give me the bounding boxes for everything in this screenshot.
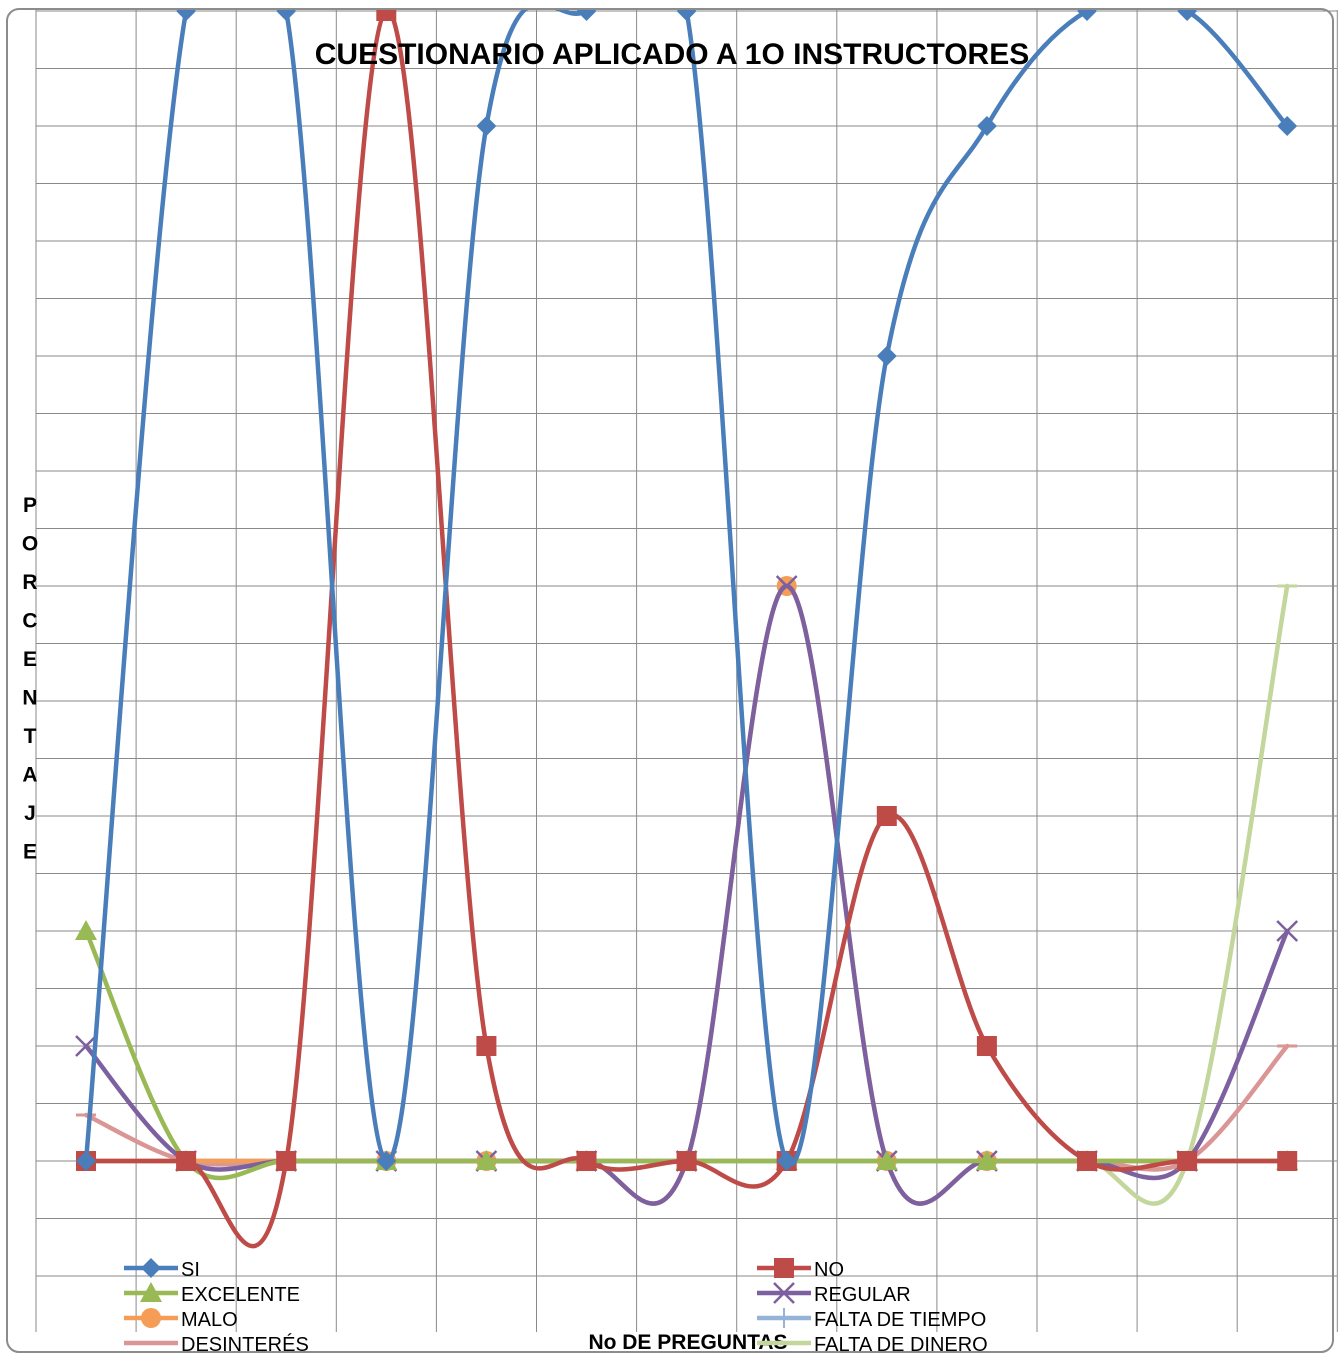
gridlines (35, 10, 1338, 1332)
y-axis-label-letter: O (22, 533, 38, 556)
legend-marker (774, 1258, 794, 1278)
data-point (676, 10, 697, 21)
legend-label: DESINTERÉS (181, 1333, 309, 1356)
y-axis-label-letter: A (22, 764, 37, 787)
legend-label: REGULAR (814, 1284, 911, 1306)
legend-item: SI (124, 1258, 200, 1281)
data-point (476, 1036, 497, 1056)
legend-label: FALTA DE DINERO (814, 1334, 988, 1356)
y-axis-label-letter: E (23, 841, 37, 864)
y-axis-label-letter: T (24, 725, 37, 748)
data-point (976, 116, 997, 136)
y-axis-label-letter: E (23, 648, 37, 671)
legend: SI NO EXCELENTE REGULAR MALO FALTA DE TIEMPO D… (124, 1258, 988, 1356)
legend-marker (141, 1308, 161, 1328)
data-point (176, 10, 197, 21)
legend-marker (774, 1308, 794, 1328)
data-point (1177, 1151, 1198, 1171)
data-point (775, 575, 798, 597)
legend-item: EXCELENTE (124, 1282, 300, 1306)
legend-item: REGULAR (757, 1282, 911, 1306)
data-point (576, 1151, 597, 1171)
legend-label: MALO (181, 1309, 238, 1331)
legend-item: DESINTERÉS (124, 1333, 309, 1356)
legend-label: NO (814, 1259, 844, 1281)
series-group (75, 10, 1299, 1249)
data-point (475, 1150, 498, 1170)
legend-item: FALTA DE DINERO (757, 1334, 988, 1356)
y-axis-label-letter: N (22, 687, 37, 710)
data-point (975, 1150, 998, 1170)
data-point (776, 1151, 797, 1171)
data-point (976, 1036, 997, 1056)
legend-item: MALO (124, 1308, 238, 1331)
data-point (276, 1151, 297, 1171)
data-point (476, 116, 497, 136)
data-point (1177, 10, 1198, 21)
data-point (1077, 10, 1097, 21)
data-point (176, 1151, 197, 1171)
legend-marker (140, 1282, 162, 1302)
x-axis-label: No DE PREGUNTAS (588, 1331, 787, 1354)
legend-label: EXCELENTE (181, 1284, 300, 1306)
data-point (875, 1150, 898, 1170)
data-point (1077, 1151, 1097, 1171)
legend-marker (773, 1282, 795, 1304)
y-axis-label-letter: C (22, 610, 37, 633)
y-axis-label-letter: P (23, 494, 37, 517)
data-point (576, 10, 597, 21)
data-point (75, 920, 97, 940)
series-no (76, 10, 1298, 1249)
data-point (1277, 116, 1298, 136)
chart-border (6, 8, 1334, 1353)
legend-item: FALTA DE TIEMPO (757, 1308, 986, 1331)
data-point (1276, 920, 1299, 942)
data-point (276, 10, 297, 21)
data-point (376, 10, 397, 21)
y-axis-label-letter: R (22, 571, 37, 594)
data-point (376, 1151, 397, 1171)
legend-label: SI (181, 1259, 200, 1281)
data-point (876, 806, 897, 826)
data-point (76, 1151, 96, 1171)
legend-label: FALTA DE TIEMPO (814, 1309, 986, 1331)
data-point (1277, 1151, 1298, 1171)
y-axis-label-letter: J (24, 802, 36, 825)
chart-title: CUESTIONARIO APLICADO A 1O INSTRUCTORES (315, 38, 1030, 71)
series-si (76, 10, 1298, 1171)
legend-item: NO (757, 1258, 844, 1281)
legend-marker (141, 1258, 161, 1278)
data-point (676, 1151, 697, 1171)
data-point (876, 346, 897, 366)
